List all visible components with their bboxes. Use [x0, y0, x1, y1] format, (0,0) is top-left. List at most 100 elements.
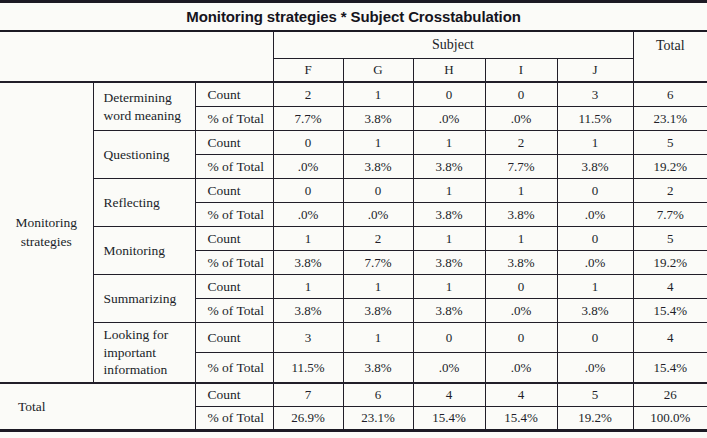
count-cell: 3 — [557, 82, 633, 107]
measure-label-count: Count — [195, 383, 273, 407]
percent-cell: 19.2% — [557, 407, 633, 431]
percent-cell: 3.8% — [485, 251, 557, 275]
count-cell: 2 — [273, 82, 343, 107]
strategy-label: Questioning — [93, 131, 195, 179]
measure-label-percent: % of Total — [195, 155, 273, 179]
percent-cell: 3.8% — [557, 155, 633, 179]
percent-cell: .0% — [485, 299, 557, 323]
measure-label-count: Count — [195, 227, 273, 251]
count-cell: 1 — [413, 131, 485, 155]
count-cell: 1 — [557, 131, 633, 155]
percent-cell: 15.4% — [485, 407, 557, 431]
count-total-cell: 2 — [633, 179, 707, 203]
percent-total-cell: 15.4% — [633, 353, 707, 384]
strategy-label: Summarizing — [93, 275, 195, 323]
percent-cell: .0% — [485, 353, 557, 384]
percent-cell: .0% — [557, 203, 633, 227]
count-cell: 6 — [343, 383, 413, 407]
count-cell: 1 — [413, 275, 485, 299]
title-row: Monitoring strategies * Subject Crosstab… — [0, 2, 707, 32]
measure-label-percent: % of Total — [195, 203, 273, 227]
percent-cell: .0% — [485, 107, 557, 131]
corner-blank-cell — [0, 31, 273, 82]
percent-cell: 3.8% — [343, 353, 413, 384]
count-cell: 5 — [557, 383, 633, 407]
count-total-cell: 5 — [633, 131, 707, 155]
measure-label-percent: % of Total — [195, 299, 273, 323]
count-cell: 4 — [485, 383, 557, 407]
strategy-label: Reflecting — [93, 179, 195, 227]
column-header-j: J — [557, 59, 633, 83]
grand-total-count-cell: 26 — [633, 383, 707, 407]
percent-cell: 26.9% — [273, 407, 343, 431]
header-row-subject: Subject Total — [0, 31, 707, 59]
count-cell: 0 — [557, 323, 633, 353]
column-header-f: F — [273, 59, 343, 83]
percent-total-cell: 15.4% — [633, 299, 707, 323]
table-row: Looking for important information Count … — [0, 323, 707, 353]
table-row: Questioning Count 0 1 1 2 1 5 — [0, 131, 707, 155]
percent-cell: .0% — [557, 251, 633, 275]
count-cell: 1 — [557, 275, 633, 299]
grand-total-percent-cell: 100.0% — [633, 407, 707, 431]
percent-total-cell: 19.2% — [633, 251, 707, 275]
count-cell: 0 — [343, 179, 413, 203]
count-cell: 1 — [485, 227, 557, 251]
percent-cell: 3.8% — [343, 155, 413, 179]
measure-label-count: Count — [195, 275, 273, 299]
table-row: Summarizing Count 1 1 1 0 1 4 — [0, 275, 707, 299]
count-cell: 0 — [557, 227, 633, 251]
count-cell: 2 — [343, 227, 413, 251]
percent-total-cell: 19.2% — [633, 155, 707, 179]
count-cell: 0 — [557, 179, 633, 203]
count-cell: 1 — [343, 82, 413, 107]
percent-cell: 3.8% — [485, 203, 557, 227]
total-row: Total Count 7 6 4 4 5 26 — [0, 383, 707, 407]
count-cell: 0 — [485, 323, 557, 353]
strategy-label: Determining word meaning — [93, 82, 195, 131]
count-total-cell: 4 — [633, 323, 707, 353]
measure-label-count: Count — [195, 323, 273, 353]
percent-cell: 7.7% — [273, 107, 343, 131]
percent-cell: 3.8% — [273, 251, 343, 275]
percent-cell: .0% — [557, 353, 633, 384]
count-cell: 1 — [413, 227, 485, 251]
total-row-label: Total — [0, 383, 195, 431]
count-total-cell: 5 — [633, 227, 707, 251]
count-cell: 1 — [343, 323, 413, 353]
measure-label-count: Count — [195, 131, 273, 155]
percent-cell: 3.8% — [413, 155, 485, 179]
count-cell: 4 — [413, 383, 485, 407]
percent-cell: 23.1% — [343, 407, 413, 431]
percent-cell: 3.8% — [413, 251, 485, 275]
percent-cell: 3.8% — [343, 299, 413, 323]
count-cell: 0 — [485, 82, 557, 107]
measure-label-count: Count — [195, 179, 273, 203]
crosstabulation-table: Monitoring strategies * Subject Crosstab… — [0, 0, 707, 432]
table-row: Reflecting Count 0 0 1 1 0 2 — [0, 179, 707, 203]
percent-cell: .0% — [273, 155, 343, 179]
percent-cell: .0% — [343, 203, 413, 227]
percent-cell: 3.8% — [343, 107, 413, 131]
percent-cell: 3.8% — [413, 299, 485, 323]
count-total-cell: 6 — [633, 82, 707, 107]
percent-cell: 3.8% — [273, 299, 343, 323]
percent-cell: 11.5% — [273, 353, 343, 384]
count-total-cell: 4 — [633, 275, 707, 299]
measure-label-percent: % of Total — [195, 107, 273, 131]
strategy-label: Looking for important information — [93, 323, 195, 384]
count-cell: 1 — [413, 179, 485, 203]
column-header-h: H — [413, 59, 485, 83]
percent-total-cell: 7.7% — [633, 203, 707, 227]
percent-cell: .0% — [413, 107, 485, 131]
count-cell: 0 — [413, 323, 485, 353]
percent-cell: 7.7% — [485, 155, 557, 179]
table-row: Monitoring Count 1 2 1 1 0 5 — [0, 227, 707, 251]
percent-cell: 7.7% — [343, 251, 413, 275]
count-cell: 1 — [273, 227, 343, 251]
percent-cell: 15.4% — [413, 407, 485, 431]
scanned-page: Monitoring strategies * Subject Crosstab… — [0, 0, 707, 438]
count-cell: 0 — [485, 275, 557, 299]
count-cell: 1 — [485, 179, 557, 203]
measure-label-percent: % of Total — [195, 353, 273, 384]
